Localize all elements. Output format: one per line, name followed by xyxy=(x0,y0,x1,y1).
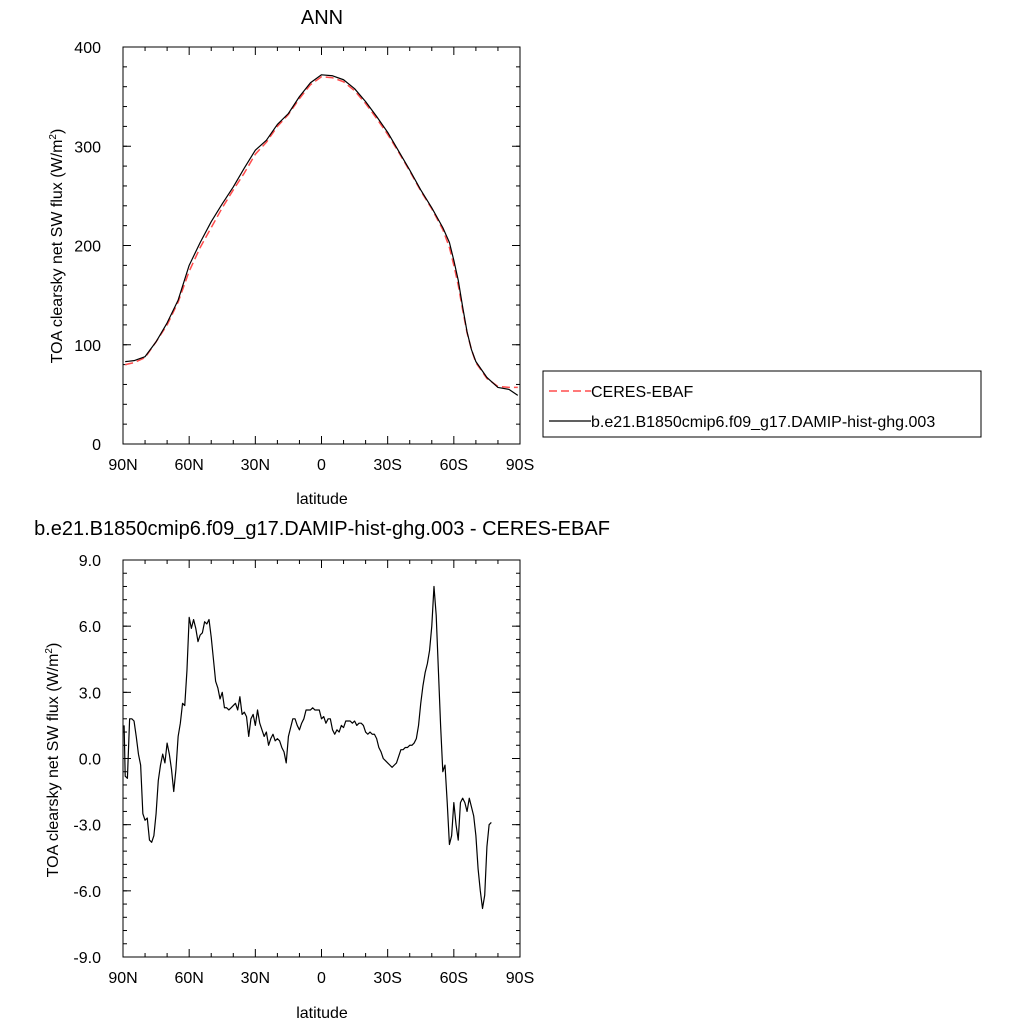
top-x-tick-label: 30N xyxy=(241,457,270,474)
top-y-tick-label: 200 xyxy=(74,239,101,256)
legend-label-model: b.e21.B1850cmip6.f09_g17.DAMIP-hist-ghg.… xyxy=(591,414,935,431)
top-series-line-model xyxy=(125,74,519,396)
top-ticks: 90N 60N 30N 0 30S 60S 90S 0 100 200 300 400 xyxy=(74,40,534,474)
bottom-ticks: 90N 60N 30N 0 30S 60S 90S -9.0 -6.0 -3.0 0.0 3.0 6.0… xyxy=(73,553,534,987)
top-x-tick-label: 60N xyxy=(174,457,203,474)
top-x-axis-title: latitude xyxy=(296,491,348,508)
top-y-tick-label: 400 xyxy=(74,40,101,57)
bottom-x-tick-label: 0 xyxy=(317,970,326,987)
bottom-x-axis-title: latitude xyxy=(296,1005,348,1022)
bottom-chart-title: b.e21.B1850cmip6.f09_g17.DAMIP-hist-ghg.… xyxy=(34,518,610,540)
top-y-tick-label: 0 xyxy=(92,437,101,454)
bottom-y-tick-label: -3.0 xyxy=(73,818,101,835)
top-x-tick-label: 90N xyxy=(108,457,137,474)
top-x-tick-label: 0 xyxy=(317,457,326,474)
top-x-tick-label: 30S xyxy=(373,457,401,474)
top-y-axis-title: TOA clearsky net SW flux (W/m2) xyxy=(48,129,66,364)
top-x-tick-label: 90S xyxy=(506,457,534,474)
legend-box xyxy=(542,370,982,438)
bottom-x-tick-label: 30S xyxy=(373,970,401,987)
bottom-x-tick-label: 30N xyxy=(241,970,270,987)
top-plot-frame xyxy=(122,46,521,445)
top-panel: ANN 90N 60N 30N 0 30S 60S 90S 0 100 200 300 400 lat… xyxy=(48,7,534,508)
bottom-y-axis-title: TOA clearsky net SW flux (W/m2) xyxy=(44,643,62,878)
top-series-line-ceres xyxy=(125,76,518,389)
top-y-tick-label: 300 xyxy=(74,139,101,156)
bottom-x-tick-label: 60S xyxy=(440,970,468,987)
top-series-group xyxy=(125,74,519,396)
bottom-x-tick-label: 90N xyxy=(108,970,137,987)
bottom-y-tick-label: 6.0 xyxy=(79,619,101,636)
bottom-x-tick-label: 90S xyxy=(506,970,534,987)
bottom-y-tick-label: 3.0 xyxy=(79,685,101,702)
bottom-x-tick-label: 60N xyxy=(174,970,203,987)
bottom-y-tick-label: -9.0 xyxy=(73,950,101,967)
top-y-tick-label: 100 xyxy=(74,338,101,355)
bottom-y-tick-label: 0.0 xyxy=(79,752,101,769)
top-x-tick-label: 60S xyxy=(440,457,468,474)
bottom-panel: b.e21.B1850cmip6.f09_g17.DAMIP-hist-ghg.… xyxy=(34,518,610,1022)
bottom-series-group xyxy=(123,585,492,910)
bottom-y-tick-label: -6.0 xyxy=(73,884,101,901)
legend: CERES-EBAF b.e21.B1850cmip6.f09_g17.DAMI… xyxy=(542,370,982,438)
bottom-plot-frame xyxy=(122,559,521,958)
top-chart-title: ANN xyxy=(301,7,343,29)
bottom-y-tick-label: 9.0 xyxy=(79,553,101,570)
bottom-series-line-model xyxy=(123,585,492,910)
legend-label-ceres: CERES-EBAF xyxy=(591,384,693,401)
